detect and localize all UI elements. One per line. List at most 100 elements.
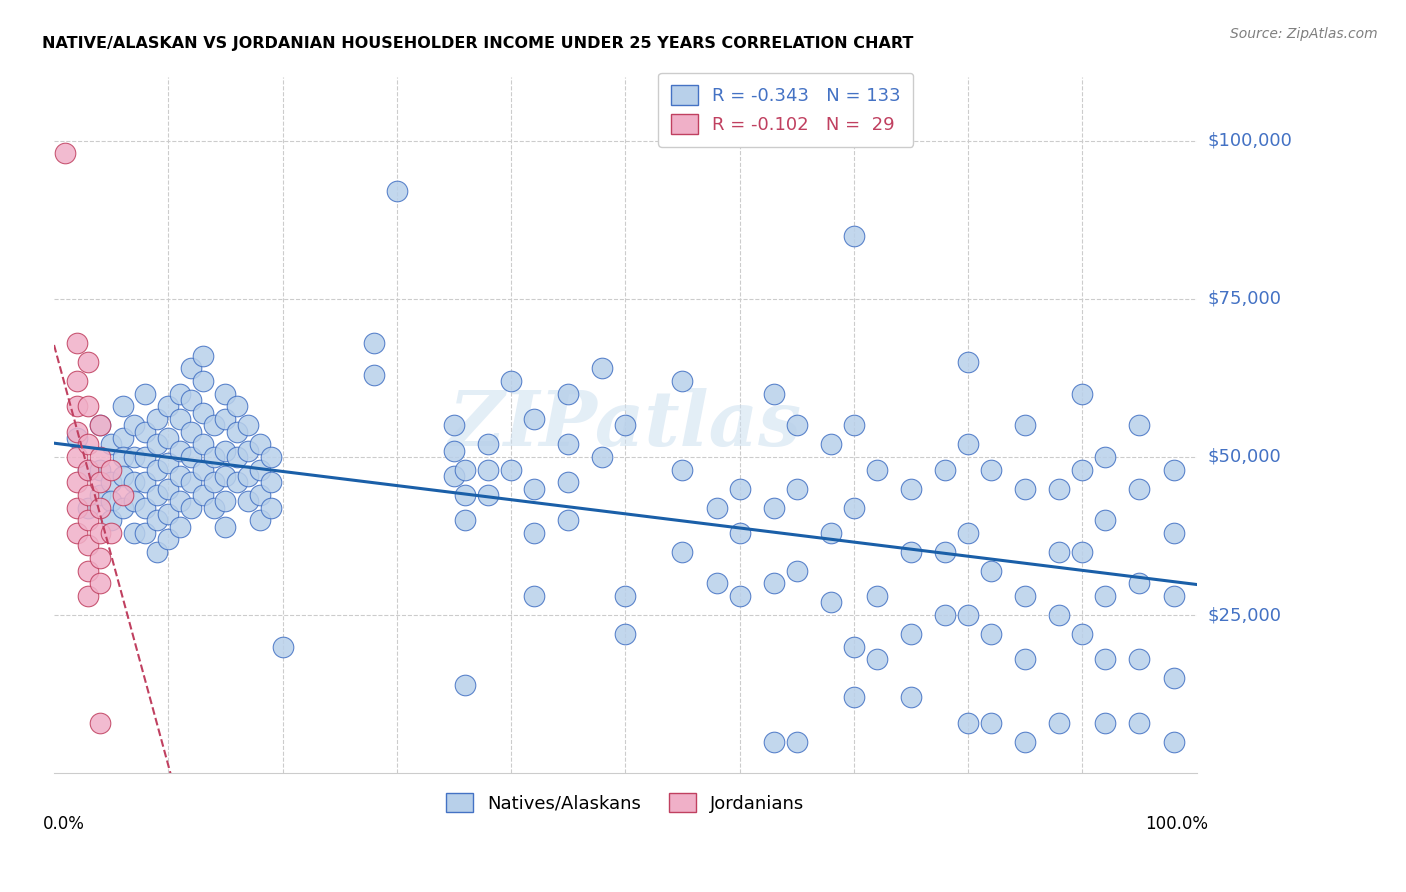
Point [1094, 652, 1116, 666]
Point [111, 400, 134, 414]
Point [1014, 589, 1036, 603]
Point [1163, 734, 1185, 748]
Point [89, 450, 111, 464]
Point [980, 627, 1002, 641]
Point [202, 500, 225, 515]
Point [1094, 589, 1116, 603]
Point [157, 482, 180, 496]
Point [249, 437, 271, 451]
Point [1071, 545, 1094, 559]
Point [671, 545, 693, 559]
Point [100, 525, 122, 540]
Point [762, 734, 785, 748]
Point [363, 368, 385, 382]
Point [100, 437, 122, 451]
Point [614, 418, 637, 433]
Point [1049, 545, 1071, 559]
Point [557, 513, 579, 527]
Point [866, 462, 889, 476]
Point [122, 450, 145, 464]
Text: 0.0%: 0.0% [42, 815, 84, 833]
Point [1094, 715, 1116, 730]
Point [866, 652, 889, 666]
Point [900, 690, 922, 705]
Text: $50,000: $50,000 [1208, 448, 1281, 466]
Point [89, 500, 111, 515]
Point [180, 450, 202, 464]
Point [214, 494, 236, 508]
Point [762, 386, 785, 401]
Point [66, 425, 89, 439]
Point [786, 734, 808, 748]
Point [238, 443, 260, 458]
Point [1071, 462, 1094, 476]
Point [820, 437, 842, 451]
Point [77, 462, 100, 476]
Point [169, 469, 191, 483]
Point [202, 418, 225, 433]
Point [66, 431, 89, 445]
Point [66, 475, 89, 490]
Point [157, 456, 180, 470]
Point [111, 431, 134, 445]
Point [66, 500, 89, 515]
Point [134, 500, 156, 515]
Point [477, 462, 499, 476]
Point [728, 482, 751, 496]
Point [122, 494, 145, 508]
Point [499, 462, 522, 476]
Point [443, 418, 465, 433]
Point [191, 374, 214, 388]
Point [169, 443, 191, 458]
Point [842, 228, 865, 243]
Point [523, 525, 546, 540]
Point [1128, 652, 1150, 666]
Text: NATIVE/ALASKAN VS JORDANIAN HOUSEHOLDER INCOME UNDER 25 YEARS CORRELATION CHART: NATIVE/ALASKAN VS JORDANIAN HOUSEHOLDER … [42, 36, 914, 51]
Point [477, 437, 499, 451]
Point [191, 437, 214, 451]
Point [66, 400, 89, 414]
Point [454, 462, 477, 476]
Point [523, 412, 546, 426]
Point [842, 690, 865, 705]
Point [134, 475, 156, 490]
Point [111, 450, 134, 464]
Point [225, 475, 247, 490]
Point [157, 400, 180, 414]
Point [77, 400, 100, 414]
Point [100, 475, 122, 490]
Point [157, 431, 180, 445]
Point [477, 488, 499, 502]
Point [77, 564, 100, 578]
Point [557, 437, 579, 451]
Point [957, 525, 980, 540]
Point [820, 525, 842, 540]
Point [191, 462, 214, 476]
Point [443, 469, 465, 483]
Point [77, 355, 100, 369]
Point [1128, 482, 1150, 496]
Point [980, 564, 1002, 578]
Point [842, 640, 865, 654]
Point [786, 418, 808, 433]
Point [934, 545, 956, 559]
Point [557, 475, 579, 490]
Point [66, 374, 89, 388]
Point [934, 608, 956, 623]
Point [1128, 418, 1150, 433]
Point [89, 551, 111, 566]
Point [134, 450, 156, 464]
Point [706, 576, 728, 591]
Point [1071, 386, 1094, 401]
Point [454, 513, 477, 527]
Point [728, 589, 751, 603]
Point [249, 513, 271, 527]
Point [111, 488, 134, 502]
Point [146, 545, 169, 559]
Point [100, 462, 122, 476]
Point [89, 475, 111, 490]
Point [706, 500, 728, 515]
Point [214, 469, 236, 483]
Point [66, 336, 89, 351]
Point [89, 418, 111, 433]
